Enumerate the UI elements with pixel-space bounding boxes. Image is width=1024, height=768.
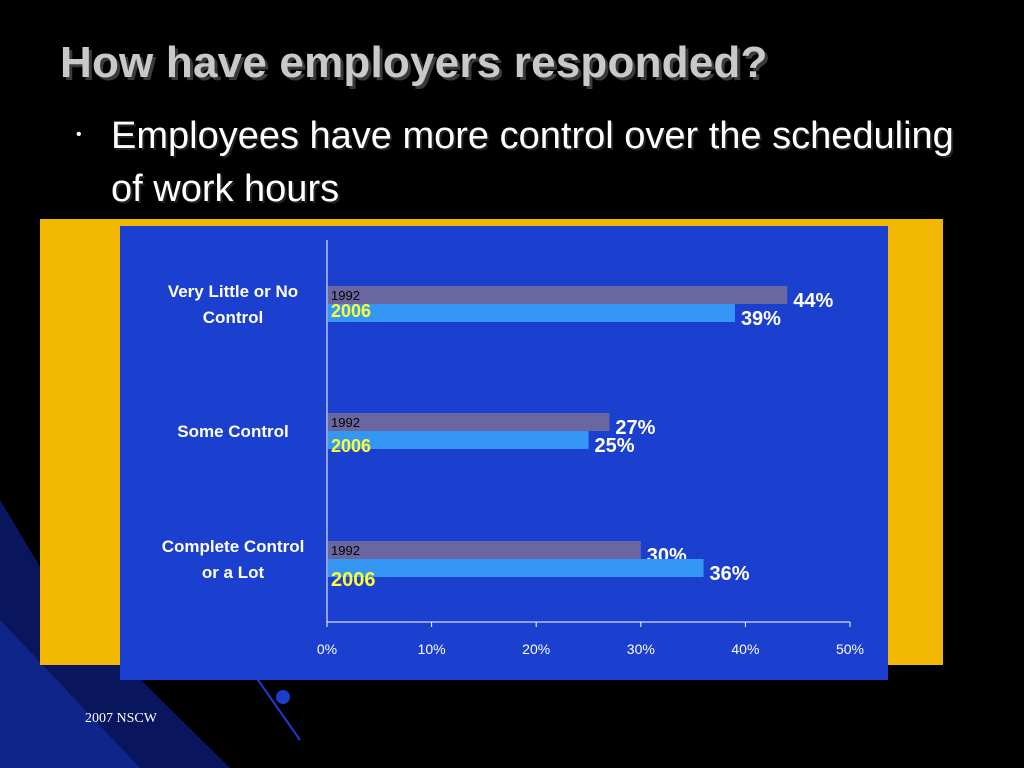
bar-2006 [328,431,589,449]
series-label-1992: 1992 [331,415,360,430]
series-label-2006: 2006 [331,569,376,591]
slide-title: How have employers responded? [60,38,768,87]
series-label-1992: 1992 [331,288,360,303]
category-label: Complete Control [162,537,305,556]
x-tick-label: 40% [731,641,759,657]
category-label: Some Control [177,422,288,441]
series-label-2006: 2006 [331,301,371,321]
bar-1992 [328,286,788,304]
data-label: 44% [793,290,833,312]
data-label: 25% [595,435,635,457]
data-label: 36% [710,563,750,585]
bar-1992 [328,541,641,559]
x-tick-label: 50% [836,641,864,657]
bar-2006 [328,304,735,322]
series-label-2006: 2006 [331,436,371,456]
series-label-1992: 1992 [331,543,360,558]
data-label: 39% [741,308,781,330]
category-label: Control [203,308,263,327]
x-tick-label: 30% [627,641,655,657]
bar-1992 [328,413,610,431]
category-label: or a Lot [202,563,265,582]
x-tick-label: 20% [522,641,550,657]
bullet-dot: • [76,126,82,143]
bar-2006 [328,559,704,577]
footer-source: 2007 NSCW [85,711,157,726]
x-tick-label: 0% [317,641,337,657]
bullet-text: Employees have more control over the sch… [111,115,954,210]
category-label: Very Little or No [168,282,298,301]
data-label: 27% [615,417,655,439]
x-tick-label: 10% [418,641,446,657]
